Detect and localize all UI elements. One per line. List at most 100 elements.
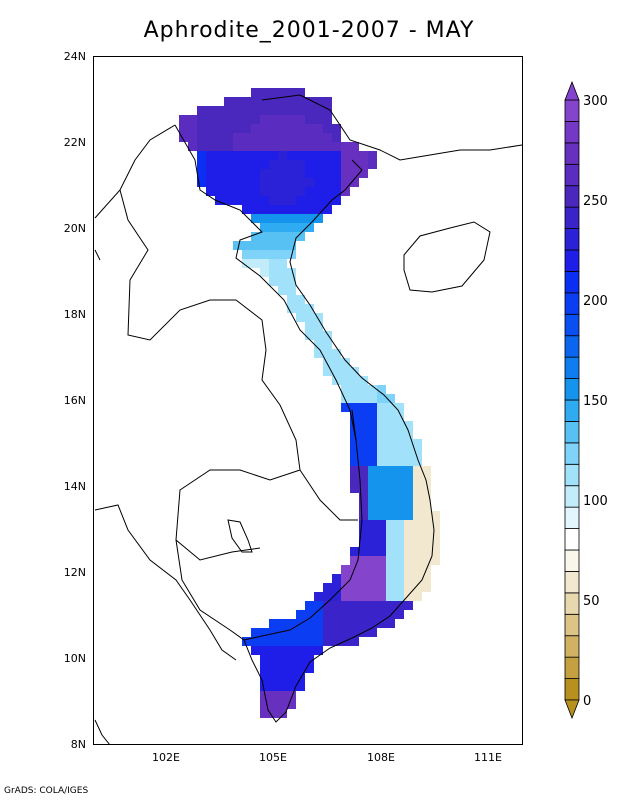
precip-cell: [269, 619, 278, 628]
precip-cell: [242, 169, 251, 178]
precip-cell: [350, 466, 359, 475]
precip-cell: [350, 592, 359, 601]
precip-cell: [404, 520, 413, 529]
precip-cell: [296, 142, 305, 151]
precip-cell: [314, 97, 323, 106]
precip-cell: [386, 538, 395, 547]
precip-cell: [260, 691, 269, 700]
precip-cell: [260, 700, 269, 709]
precip-cell: [350, 475, 359, 484]
precip-cell: [287, 628, 296, 637]
precip-cell: [206, 151, 215, 160]
precip-cell: [260, 106, 269, 115]
precip-cell: [359, 565, 368, 574]
precip-cell: [314, 106, 323, 115]
precip-cell: [296, 646, 305, 655]
precip-cell: [260, 214, 269, 223]
precip-cell: [350, 610, 359, 619]
precip-cell: [359, 151, 368, 160]
precip-cell: [359, 403, 368, 412]
precip-cell: [377, 610, 386, 619]
precip-cell: [197, 169, 206, 178]
precip-cell: [197, 106, 206, 115]
precip-cell: [233, 178, 242, 187]
precip-cell: [287, 268, 296, 277]
precip-cell: [278, 241, 287, 250]
precip-cell: [278, 124, 287, 133]
precip-cell: [413, 556, 422, 565]
precip-cell: [260, 646, 269, 655]
precip-cell: [395, 610, 404, 619]
colorbar-swatch: [564, 99, 580, 122]
lon-label-108e: 108E: [367, 751, 395, 764]
precip-cell: [350, 574, 359, 583]
precip-cell: [260, 196, 269, 205]
precip-cell: [386, 619, 395, 628]
precip-cell: [278, 160, 287, 169]
precip-cell: [386, 610, 395, 619]
precip-cell: [242, 124, 251, 133]
precip-cell: [260, 115, 269, 124]
precip-cell: [305, 646, 314, 655]
precip-cell: [323, 97, 332, 106]
colorbar-swatch: [564, 399, 580, 422]
precip-cell: [251, 196, 260, 205]
precip-cell: [206, 160, 215, 169]
precip-cell: [251, 133, 260, 142]
precip-cell: [386, 592, 395, 601]
precip-cell: [251, 169, 260, 178]
thailand-coast: [94, 504, 237, 661]
precip-cell: [422, 484, 431, 493]
precip-cell: [314, 205, 323, 214]
colorbar-swatch: [564, 356, 580, 379]
precip-cell: [404, 484, 413, 493]
precip-cell: [341, 583, 350, 592]
coastlines: [94, 94, 523, 745]
precip-cell: [314, 619, 323, 628]
precip-cell: [350, 484, 359, 493]
precip-cell: [233, 169, 242, 178]
colorbar-min-arrow: [564, 699, 580, 720]
precip-cell: [395, 403, 404, 412]
precip-cell: [341, 367, 350, 376]
precip-cell: [179, 115, 188, 124]
precip-cell: [422, 574, 431, 583]
precip-cell: [269, 637, 278, 646]
lat-label-22n: 22N: [63, 136, 86, 149]
precip-cell: [368, 502, 377, 511]
precip-cell: [215, 115, 224, 124]
precip-cell: [395, 547, 404, 556]
precip-cell: [278, 115, 287, 124]
precip-cell: [386, 502, 395, 511]
colorbar-swatch: [564, 442, 580, 465]
lon-label-105e: 105E: [259, 751, 287, 764]
precip-cell: [323, 160, 332, 169]
precip-cell: [296, 232, 305, 241]
precip-cell: [260, 682, 269, 691]
precip-cell: [359, 412, 368, 421]
precip-cell: [386, 412, 395, 421]
precip-cell: [287, 304, 296, 313]
precip-cell: [305, 628, 314, 637]
lat-label-20n: 20N: [63, 222, 86, 235]
precip-cell: [287, 241, 296, 250]
precip-cell: [377, 574, 386, 583]
precip-cell: [413, 511, 422, 520]
precip-cell: [323, 205, 332, 214]
precip-cell: [377, 511, 386, 520]
precip-cell: [314, 592, 323, 601]
precip-cell: [296, 610, 305, 619]
colorbar-label-0: 0: [583, 694, 592, 709]
border-cambodia: [175, 469, 358, 641]
colorbar-swatch: [564, 185, 580, 208]
precip-cell: [350, 412, 359, 421]
precip-cell: [278, 277, 287, 286]
precip-cell: [278, 628, 287, 637]
precip-cell: [278, 646, 287, 655]
precip-cell: [314, 322, 323, 331]
precip-cell: [314, 646, 323, 655]
precip-cell: [296, 628, 305, 637]
precip-cell: [359, 448, 368, 457]
precip-cell: [359, 169, 368, 178]
